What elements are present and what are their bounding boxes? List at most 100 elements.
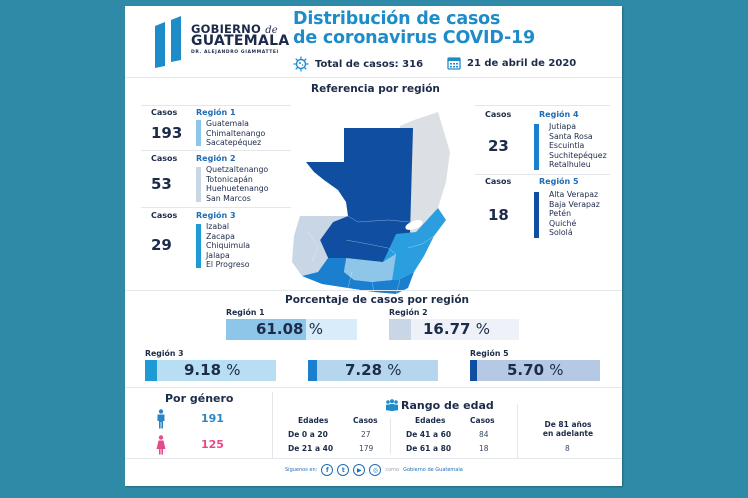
age-range: De 41 a 60 <box>406 430 452 439</box>
pct-region-3-value: 9.18 % <box>184 361 241 379</box>
region-1-casos-label: Casos <box>151 108 178 117</box>
logo-line1: GOBIERNO de <box>191 22 278 36</box>
map-region-1 <box>344 254 396 282</box>
age-cases: 18 <box>479 444 489 453</box>
report-date: 21 de abril de 2020 <box>447 56 576 70</box>
social-handle: Gobierno de Guatemala <box>403 467 463 473</box>
age-divider <box>390 418 391 454</box>
age-col2-header: Casos <box>353 416 378 425</box>
region-5-departments: Alta Verapaz Baja Verapaz Petén Quiché Solol… <box>549 190 600 238</box>
lake-izabal <box>405 220 423 230</box>
region-divider <box>475 105 610 106</box>
region-4-name: Región 4 <box>539 110 579 119</box>
region-2-departments: Quetzaltenango Totonicapán Huehuetenango Sa… <box>206 165 269 203</box>
total-cases: Total de casos: 316 <box>293 56 423 72</box>
region-2-cases: 53 <box>151 175 172 193</box>
region-3-departments: Izabal Zacapa Chiquimula Jalapa El Progreso <box>206 222 251 270</box>
report-date-label: 21 de abril de 2020 <box>467 57 577 69</box>
follow-label: Síguenos en: <box>285 467 318 473</box>
pct-region-3-label: Región 3 <box>145 349 184 358</box>
youtube-icon[interactable]: ▶ <box>353 464 366 476</box>
region-5-name: Región 5 <box>539 177 579 186</box>
social-footer: Síguenos en: f t ▶ ◎ como Gobierno de Gu… <box>285 464 463 476</box>
age-col1-header: Edades <box>298 416 329 425</box>
map-region-3 <box>383 208 446 280</box>
age-divider <box>517 404 518 458</box>
pct-region-1-value: 61.08 % <box>256 320 323 338</box>
facebook-icon[interactable]: f <box>321 464 334 476</box>
section-divider <box>125 290 622 291</box>
pct-region-5-value: 5.70 % <box>507 361 564 379</box>
virus-icon <box>293 56 309 72</box>
pct-region-5-fill <box>470 360 478 381</box>
map-region-2 <box>292 216 348 276</box>
age-col2-header: Casos <box>470 416 495 425</box>
people-group-icon <box>386 399 398 411</box>
pct-region-1-fill <box>226 319 306 340</box>
region-5-color-indicator <box>534 192 539 238</box>
header-divider <box>125 77 622 78</box>
age-title: Rango de edad <box>401 399 494 412</box>
age-range: De 0 a 20 <box>288 430 328 439</box>
male-count: 191 <box>201 412 224 425</box>
handle-prefix: como <box>385 467 400 473</box>
age-cases: 27 <box>361 430 371 439</box>
pct-region-2-value: 16.77 % <box>423 320 490 338</box>
age-range: De 61 a 80 <box>406 444 452 453</box>
region-4-casos-label: Casos <box>485 110 512 119</box>
section-divider <box>125 387 622 388</box>
region-5-casos-label: Casos <box>485 177 512 186</box>
region-1-cases: 193 <box>151 124 183 142</box>
region-3-color-indicator <box>196 224 201 268</box>
female-count: 125 <box>201 438 224 451</box>
calendar-icon <box>447 57 461 70</box>
male-icon <box>157 409 165 429</box>
age-over81-label: De 81 años en adelante <box>542 420 594 438</box>
infographic-card: GOBIERNO de GUATEMALA DR. ALEJANDRO GIAM… <box>125 6 622 486</box>
region-1-color-indicator <box>196 120 201 146</box>
pct-region-4-value: 7.28 % <box>345 361 402 379</box>
logo-line2: GUATEMALA <box>191 33 290 49</box>
pct-region-2-bar: 16.77 % <box>389 319 519 340</box>
pct-region-3-bar: 9.18 % <box>145 360 276 381</box>
pct-region-2-fill <box>389 319 411 340</box>
pct-region-4-fill <box>308 360 318 381</box>
pct-region-5-label: Región 5 <box>470 349 509 358</box>
map-region-4 <box>302 258 414 294</box>
pct-region-4-bar: 7.28 % <box>308 360 438 381</box>
age-cases: 179 <box>359 444 374 453</box>
age-range: De 21 a 40 <box>288 444 334 453</box>
region-4-cases: 23 <box>488 137 509 155</box>
guatemala-region-map <box>292 112 450 295</box>
instagram-icon[interactable]: ◎ <box>369 464 382 476</box>
gender-title: Por género <box>165 392 234 405</box>
region-2-color-indicator <box>196 167 201 202</box>
age-cases: 84 <box>479 430 489 439</box>
region-3-cases: 29 <box>151 236 172 254</box>
region-1-name: Región 1 <box>196 108 236 117</box>
pct-region-3-fill <box>145 360 158 381</box>
region-2-casos-label: Casos <box>151 154 178 163</box>
region-divider <box>475 174 610 175</box>
map-region-5 <box>306 128 413 266</box>
region-divider <box>141 150 291 151</box>
region-3-name: Región 3 <box>196 211 236 220</box>
logo-line3: DR. ALEJANDRO GIAMMATTEI <box>191 50 279 55</box>
region-5-cases: 18 <box>488 206 509 224</box>
region-2-name: Región 2 <box>196 154 236 163</box>
twitter-icon[interactable]: t <box>337 464 350 476</box>
footer-divider <box>125 458 622 459</box>
gender-age-divider <box>272 392 273 458</box>
age-col1-header: Edades <box>415 416 446 425</box>
pct-region-2-label: Región 2 <box>389 308 428 317</box>
region-1-departments: Guatemala Chimaltenango Sacatepéquez <box>206 119 266 148</box>
pct-region-5-bar: 5.70 % <box>470 360 600 381</box>
pct-region-1-bar: 61.08 % <box>226 319 357 340</box>
percentage-title: Porcentaje de casos por región <box>285 294 470 306</box>
region-divider <box>141 105 291 106</box>
region-4-departments: Jutiapa Santa Rosa Escuintla Suchitepéquez R… <box>549 122 607 170</box>
age-over81-cases: 8 <box>565 444 570 453</box>
map-title: Referencia por región <box>311 83 440 95</box>
pct-region-1-label: Región 1 <box>226 308 265 317</box>
female-icon <box>156 435 166 455</box>
